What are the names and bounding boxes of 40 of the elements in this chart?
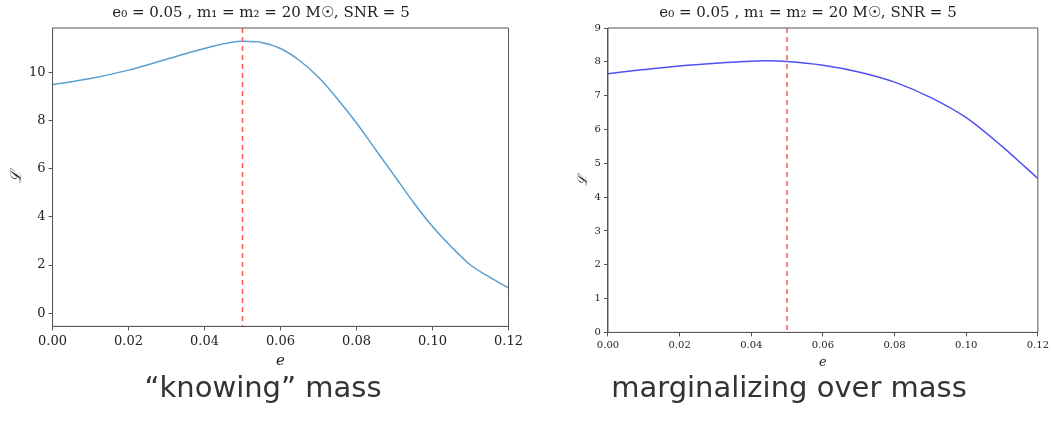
chart-title: e₀ = 0.05 , m₁ = m₂ = 20 M☉, SNR = 5 xyxy=(659,2,957,21)
x-tick-label: 0.06 xyxy=(266,332,296,348)
line-series xyxy=(607,60,1038,180)
y-tick-label: 7 xyxy=(594,89,601,101)
text: “knowing” mass xyxy=(143,370,383,404)
y-axis-title: ℒ xyxy=(6,168,25,184)
y-tick-label: 3 xyxy=(594,224,601,236)
x-tick-label: 0.04 xyxy=(740,338,763,350)
x-tick-label: 0.04 xyxy=(190,332,220,348)
y-tick-label: 8 xyxy=(594,55,601,67)
x-tick-label: 0.00 xyxy=(38,332,68,348)
y-tick-label: 4 xyxy=(37,208,46,224)
x-tick-label: 0.00 xyxy=(596,338,620,350)
x-axis-title: e xyxy=(276,350,286,369)
y-tick-label: 10 xyxy=(29,63,46,79)
x-tick-label: 0.10 xyxy=(955,338,978,350)
x-tick-label: 0.08 xyxy=(883,338,906,350)
y-tick-label: 4 xyxy=(594,190,601,202)
y-tick-label: 6 xyxy=(594,123,601,135)
x-tick-label: 0.02 xyxy=(114,332,144,348)
x-tick-label: 0.06 xyxy=(811,338,835,350)
chart-title: e₀ = 0.05 , m₁ = m₂ = 20 M☉, SNR = 5 xyxy=(112,2,410,21)
x-tick-label: 0.12 xyxy=(494,332,523,348)
line-series xyxy=(52,40,509,289)
y-tick-label: 6 xyxy=(37,160,46,176)
y-tick-label: 5 xyxy=(594,156,601,168)
y-tick-label: 0 xyxy=(37,304,46,320)
x-tick-label: 0.12 xyxy=(1026,338,1049,350)
y-tick-label: 8 xyxy=(37,112,46,128)
x-tick-label: 0.10 xyxy=(418,332,448,348)
y-tick-label: 1 xyxy=(594,292,601,304)
text: marginalizing over mass xyxy=(610,370,968,404)
y-tick-label: 9 xyxy=(594,21,601,33)
y-tick-label: 2 xyxy=(37,256,46,272)
y-tick-label: 0 xyxy=(594,325,601,337)
x-tick-label: 0.08 xyxy=(342,332,372,348)
x-axis-title: e xyxy=(819,353,828,369)
x-tick-label: 0.02 xyxy=(668,338,691,350)
y-tick-label: 2 xyxy=(594,258,601,270)
y-axis-title: ℒ xyxy=(575,172,591,186)
